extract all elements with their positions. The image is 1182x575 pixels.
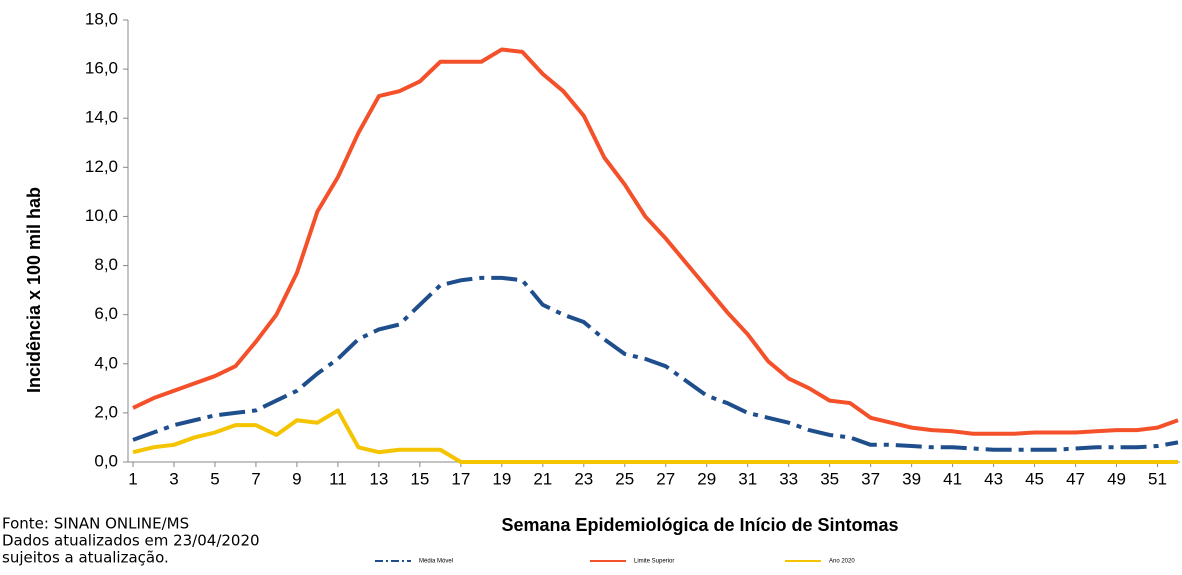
legend-label: Ano 2020 xyxy=(829,559,855,565)
y-tick-label: 14,0 xyxy=(85,108,118,127)
x-tick-label: 23 xyxy=(574,469,593,488)
x-tick-label: 41 xyxy=(943,469,962,488)
y-axis-title: Incidência x 100 mil hab xyxy=(24,187,44,393)
series-line xyxy=(132,47,1179,436)
y-tick-label: 2,0 xyxy=(94,402,118,421)
legend-label: Média Móvel xyxy=(419,559,453,565)
x-tick-label: 29 xyxy=(697,469,716,488)
y-tick-label: 10,0 xyxy=(85,206,118,225)
x-tick-label: 31 xyxy=(738,469,757,488)
source-note: Dados atualizados em 23/04/2020 xyxy=(2,532,260,550)
y-tick-label: 0,0 xyxy=(94,451,118,470)
x-tick-label: 19 xyxy=(492,469,511,488)
x-axis-title: Semana Epidemiológica de Início de Sinto… xyxy=(501,515,898,535)
x-tick-label: 35 xyxy=(820,469,839,488)
legend-label: Limite Superior xyxy=(634,559,674,565)
x-tick-label: 17 xyxy=(451,469,470,488)
source-note: Fonte: SINAN ONLINE/MS xyxy=(2,515,189,533)
x-tick-label: 7 xyxy=(251,469,260,488)
y-tick-label: 8,0 xyxy=(94,255,118,274)
x-tick-label: 13 xyxy=(369,469,388,488)
source-note: sujeitos a atualização. xyxy=(2,549,169,567)
x-tick-label: 51 xyxy=(1148,469,1167,488)
x-tick-label: 1 xyxy=(128,469,137,488)
y-tick-label: 16,0 xyxy=(85,59,118,78)
x-tick-label: 9 xyxy=(292,469,301,488)
series-line xyxy=(132,408,1178,464)
x-tick-label: 47 xyxy=(1066,469,1085,488)
x-tick-label: 25 xyxy=(615,469,634,488)
x-tick-label: 3 xyxy=(169,469,178,488)
x-tick-label: 27 xyxy=(656,469,675,488)
x-tick-label: 11 xyxy=(329,469,347,488)
x-tick-label: 39 xyxy=(902,469,921,488)
x-tick-label: 37 xyxy=(861,469,880,488)
x-tick-label: 45 xyxy=(1025,469,1044,488)
y-tick-label: 4,0 xyxy=(94,353,118,372)
y-tick-label: 6,0 xyxy=(94,304,118,323)
y-tick-label: 18,0 xyxy=(85,9,118,28)
x-tick-label: 43 xyxy=(984,469,1003,488)
y-tick-label: 12,0 xyxy=(85,157,118,176)
x-tick-label: 49 xyxy=(1107,469,1126,488)
x-tick-label: 5 xyxy=(210,469,219,488)
x-tick-label: 15 xyxy=(410,469,429,488)
x-tick-label: 33 xyxy=(779,469,798,488)
series-line xyxy=(132,275,1179,452)
x-tick-label: 21 xyxy=(533,469,552,488)
